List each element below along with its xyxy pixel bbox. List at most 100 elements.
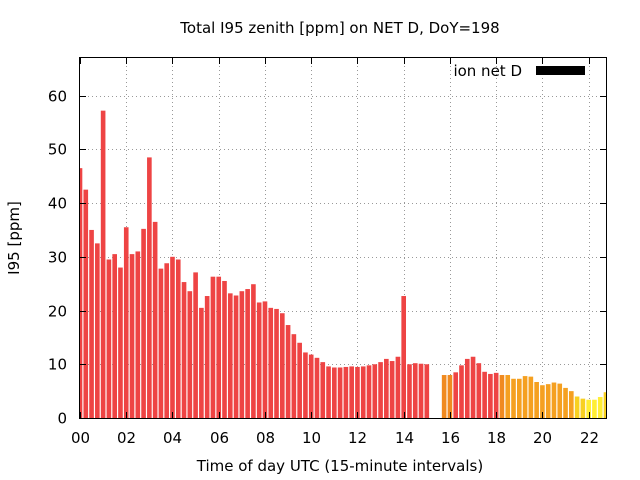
bar <box>106 259 112 418</box>
bar <box>482 371 487 418</box>
bar <box>412 363 418 418</box>
x-tick-label: 12 <box>348 429 367 447</box>
bar <box>378 362 383 418</box>
bar <box>239 291 245 418</box>
bar <box>366 365 372 418</box>
x-tick-label: 18 <box>487 429 506 447</box>
bar <box>95 243 100 418</box>
bar <box>233 295 239 418</box>
x-tick-label: 20 <box>533 429 552 447</box>
bar <box>407 364 412 418</box>
bar <box>187 291 193 418</box>
bar <box>470 356 476 418</box>
bar <box>534 382 539 418</box>
bar <box>129 254 135 418</box>
bar <box>540 385 545 418</box>
bar <box>164 263 170 418</box>
bar <box>83 189 89 418</box>
bar <box>227 293 233 418</box>
bar <box>256 302 262 418</box>
x-tick-label: 10 <box>302 429 321 447</box>
bar <box>384 358 389 418</box>
bar <box>123 227 129 418</box>
bar <box>245 289 250 418</box>
x-tick-label: 22 <box>580 429 599 447</box>
bar <box>147 157 152 418</box>
bar <box>580 398 586 418</box>
y-tick-label: 40 <box>48 195 67 213</box>
bar <box>268 307 274 418</box>
grid-lines <box>80 58 606 418</box>
bar <box>401 296 407 418</box>
bar <box>204 296 210 418</box>
bar <box>222 280 227 418</box>
bars <box>80 110 606 419</box>
bar <box>291 334 297 418</box>
bar <box>603 392 606 418</box>
legend: ion net D <box>453 62 585 80</box>
bar <box>488 373 493 418</box>
bar <box>551 382 557 418</box>
bar <box>395 356 401 418</box>
y-tick-label: 0 <box>57 410 67 428</box>
bar <box>586 399 591 418</box>
y-axis-label: I95 [ppm] <box>5 201 23 275</box>
bar <box>355 366 360 418</box>
bar <box>511 378 516 418</box>
bar <box>216 276 222 418</box>
y-tick-label: 50 <box>48 141 67 159</box>
bar <box>505 375 511 418</box>
bar <box>326 366 331 418</box>
bar <box>447 375 453 418</box>
y-tick-label: 60 <box>48 88 67 106</box>
bar <box>141 228 146 418</box>
bar <box>557 383 563 418</box>
bar <box>314 357 320 418</box>
bar <box>343 366 349 418</box>
bar <box>522 376 528 418</box>
bar <box>135 251 141 418</box>
bar <box>418 363 424 418</box>
x-axis-label: Time of day UTC (15-minute intervals) <box>196 457 483 475</box>
bar <box>592 399 597 418</box>
bar <box>320 362 326 418</box>
bar <box>332 367 337 418</box>
bar <box>285 325 291 418</box>
x-tick-label: 14 <box>395 429 414 447</box>
bar <box>80 168 83 418</box>
bar <box>424 364 430 418</box>
y-tick-label: 10 <box>48 356 67 374</box>
bar <box>389 361 395 418</box>
bar <box>100 110 106 419</box>
bar <box>499 375 505 418</box>
bar <box>112 254 117 418</box>
bar <box>251 284 256 418</box>
x-tick-label: 02 <box>117 429 136 447</box>
bar <box>199 307 204 418</box>
bar <box>516 378 522 418</box>
bar <box>464 358 470 418</box>
bar <box>569 391 574 418</box>
x-tick-label: 00 <box>71 429 90 447</box>
bar <box>152 221 158 418</box>
bar <box>175 259 181 418</box>
bar <box>210 276 216 418</box>
plot-frame <box>79 57 607 419</box>
bar <box>274 308 279 418</box>
bar <box>493 372 499 418</box>
bar <box>297 342 302 418</box>
bar <box>441 375 447 418</box>
bar <box>574 396 580 418</box>
bar <box>528 376 534 418</box>
bar <box>279 313 285 418</box>
bar <box>170 256 175 418</box>
bar <box>303 352 308 418</box>
bar <box>89 229 94 418</box>
bar <box>337 367 343 418</box>
bar <box>349 366 354 418</box>
bar <box>459 365 464 418</box>
x-tick-label: 08 <box>256 429 275 447</box>
bar <box>308 354 314 418</box>
bar <box>193 272 198 418</box>
